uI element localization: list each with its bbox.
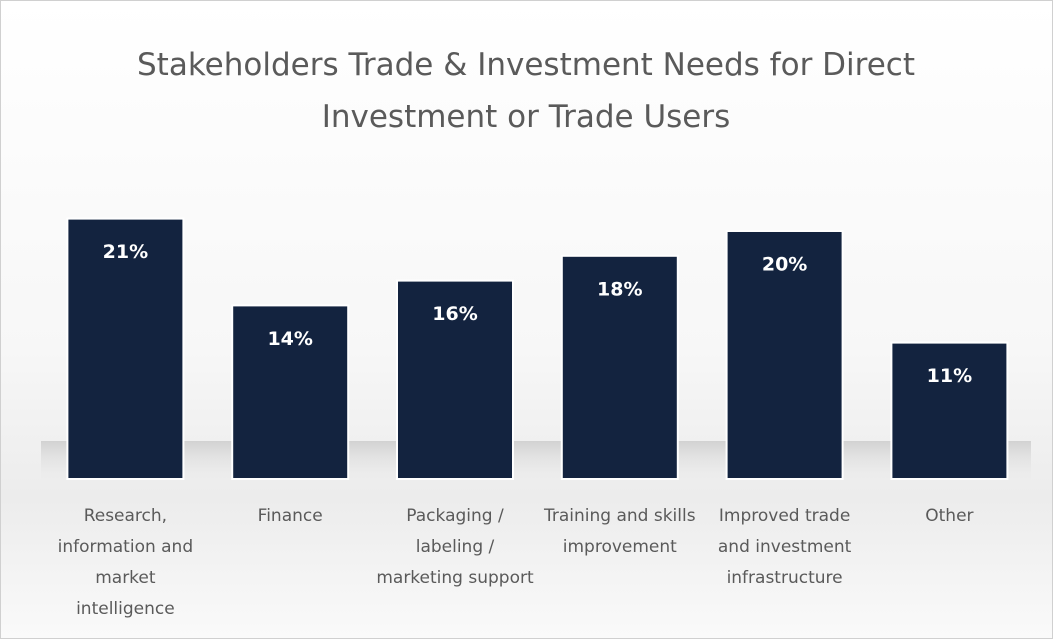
data-label: 18% [597, 278, 642, 300]
data-label: 11% [927, 365, 972, 387]
data-label: 16% [432, 303, 477, 325]
bar [396, 279, 514, 480]
x-tick-label: Other [925, 506, 974, 526]
x-tick-label: Finance [257, 506, 323, 526]
bar [66, 217, 185, 480]
data-label: 14% [267, 328, 312, 350]
data-label: 20% [762, 254, 807, 276]
floor-shadow [41, 441, 1031, 481]
data-label: 21% [103, 241, 148, 263]
bar [560, 254, 679, 480]
x-tick-label: Packaging / labeling / marketing support [376, 506, 534, 588]
x-tick-label: Research, information and market intelli… [57, 506, 194, 619]
x-tick-label: Training and skills improvement [543, 506, 696, 557]
chart-title: Stakeholders Trade & Investment Needs fo… [137, 47, 915, 135]
bar [890, 341, 1009, 480]
bar [725, 230, 844, 480]
x-tick-label: Improved trade and investment infrastruc… [717, 506, 852, 588]
bar [231, 304, 350, 480]
